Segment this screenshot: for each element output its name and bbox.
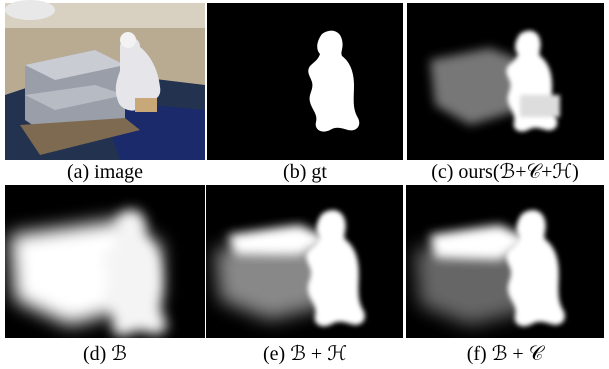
caption: (e) ℬ + ℋ (263, 343, 347, 365)
caption: (b) gt (283, 161, 327, 183)
gt-panel (207, 3, 403, 160)
figure: (a) image (b) gt (c) ours(ℬ+𝒞+ℋ) (d) ℬ (… (0, 0, 609, 369)
caption: (c) ours(ℬ+𝒞+ℋ) (431, 161, 579, 183)
caption: (d) ℬ (83, 343, 127, 365)
bh-panel (206, 185, 403, 338)
b-panel (5, 185, 205, 338)
bc-panel (406, 185, 604, 338)
photo-panel (5, 0, 205, 160)
page: {"figure": {"panels": [ {"caption": "(a)… (0, 0, 609, 369)
caption: (a) image (67, 161, 143, 183)
caption: (f) ℬ + 𝒞 (467, 343, 546, 365)
ours-panel (407, 3, 604, 160)
